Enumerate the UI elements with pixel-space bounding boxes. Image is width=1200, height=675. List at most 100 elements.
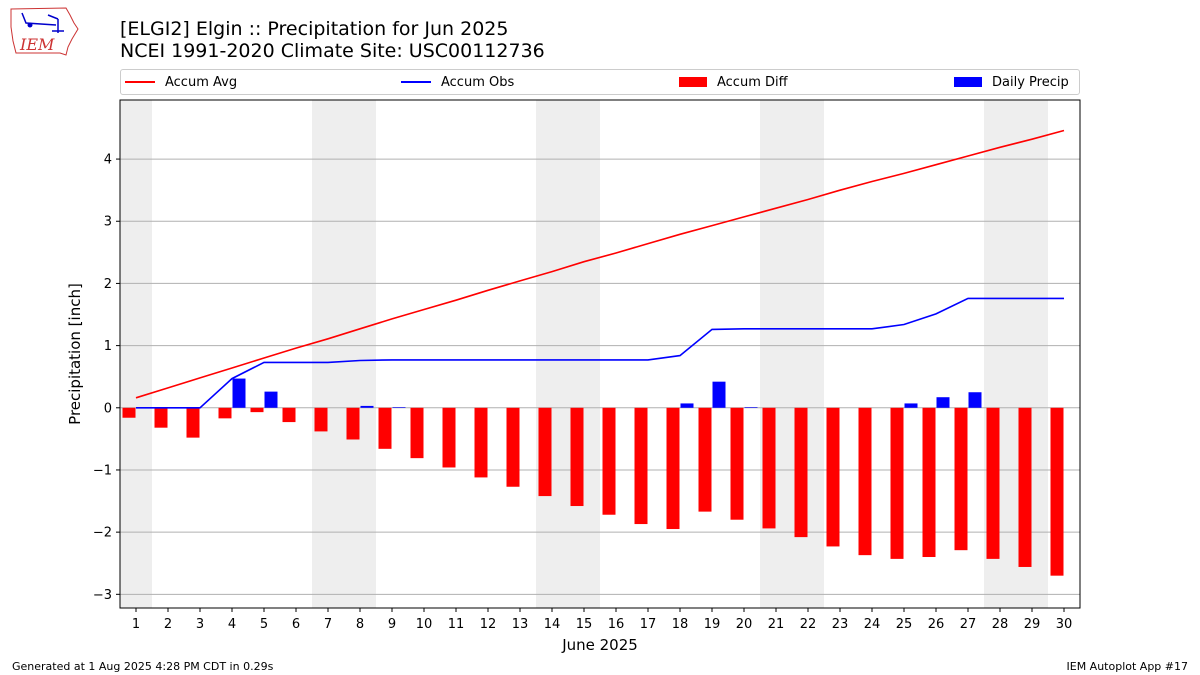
x-tick-label-1: 1 [132, 617, 140, 632]
accum-diff-bar-29 [1018, 407, 1032, 567]
accum-diff-bar-21 [762, 407, 776, 529]
daily-precip-bar-8 [360, 405, 374, 408]
legend-item-accum-avg: Accum Avg [125, 70, 237, 94]
daily-precip-bar-5 [264, 391, 278, 408]
accum-diff-bar-14 [538, 407, 552, 497]
accum-diff-bar-15 [570, 407, 584, 507]
x-tick-label-12: 12 [480, 617, 497, 632]
x-tick-label-11: 11 [448, 617, 465, 632]
x-tick-label-7: 7 [324, 617, 332, 632]
x-tick-label-24: 24 [864, 617, 881, 632]
accum-diff-bar-19 [698, 407, 712, 512]
y-tick-label-1: −2 [93, 526, 112, 541]
accum-diff-bar-20 [730, 407, 744, 520]
y-tick-label-6: 3 [104, 215, 112, 230]
x-tick-label-25: 25 [896, 617, 913, 632]
accum-diff-bar-24 [858, 407, 872, 556]
plot-frame [119, 99, 1081, 609]
x-tick-label-28: 28 [992, 617, 1009, 632]
iowa-outline [10, 7, 79, 56]
legend-item-accum-diff: Accum Diff [679, 70, 788, 94]
accum-diff-bar-1 [122, 407, 136, 418]
accum-diff-bar-25 [890, 407, 904, 559]
accum-diff-bar-9 [378, 407, 392, 449]
x-tick-label-20: 20 [736, 617, 753, 632]
legend-swatch-accum-diff [679, 77, 707, 87]
legend-swatch-daily-precip [954, 77, 982, 87]
weekend-band-2 [536, 100, 600, 608]
y-tick-label-5: 2 [104, 277, 112, 292]
legend-swatch-accum-avg [125, 81, 155, 83]
accum-diff-bar-11 [442, 407, 456, 468]
legend-label-accum-avg: Accum Avg [165, 74, 238, 90]
x-tick-label-8: 8 [356, 617, 364, 632]
x-tick-label-17: 17 [640, 617, 657, 632]
legend-item-daily-precip: Daily Precip [954, 70, 1069, 94]
accum-diff-bar-2 [154, 407, 168, 428]
x-tick-label-3: 3 [196, 617, 204, 632]
autoplot-app-label: IEM Autoplot App #17 [1066, 660, 1189, 673]
x-tick-label-23: 23 [832, 617, 849, 632]
y-tick-label-0: −3 [93, 588, 112, 603]
daily-precip-bar-26 [936, 397, 950, 408]
y-axis-label: Precipitation [inch] [66, 283, 84, 425]
logo-text: IEM [19, 35, 55, 54]
accum-diff-bar-22 [794, 407, 808, 538]
daily-precip-bar-20 [744, 407, 758, 408]
legend-label-daily-precip: Daily Precip [992, 74, 1069, 90]
x-tick-label-19: 19 [704, 617, 721, 632]
accum-diff-bar-4 [218, 407, 232, 419]
daily-precip-bar-18 [680, 403, 694, 408]
x-tick-label-9: 9 [388, 617, 396, 632]
x-tick-label-29: 29 [1024, 617, 1041, 632]
x-tick-label-16: 16 [608, 617, 625, 632]
y-tick-label-7: 4 [104, 153, 112, 168]
accum-diff-bar-12 [474, 407, 488, 478]
daily-precip-bar-25 [904, 403, 918, 408]
legend-swatch-accum-obs [401, 81, 431, 83]
x-tick-label-13: 13 [512, 617, 529, 632]
accum-diff-bar-26 [922, 407, 936, 558]
legend-label-accum-diff: Accum Diff [717, 74, 788, 90]
x-tick-label-27: 27 [960, 617, 977, 632]
weekend-band-0 [120, 100, 152, 608]
weather-station-icon [21, 12, 64, 33]
accum-diff-bar-18 [666, 407, 680, 530]
accum-diff-bar-17 [634, 407, 648, 525]
accum-diff-bar-13 [506, 407, 520, 487]
x-tick-label-5: 5 [260, 617, 268, 632]
x-tick-label-6: 6 [292, 617, 300, 632]
daily-precip-bar-19 [712, 381, 726, 408]
daily-precip-bar-4 [232, 378, 246, 408]
generated-timestamp: Generated at 1 Aug 2025 4:28 PM CDT in 0… [12, 660, 274, 673]
x-tick-label-15: 15 [576, 617, 593, 632]
x-tick-label-21: 21 [768, 617, 785, 632]
x-tick-label-30: 30 [1056, 617, 1073, 632]
y-tick-label-3: 0 [104, 401, 112, 416]
daily-precip-bar-27 [968, 392, 982, 408]
accum-diff-bar-5 [250, 407, 264, 413]
daily-precip-bar-9 [392, 407, 406, 408]
x-tick-label-26: 26 [928, 617, 945, 632]
accum-diff-bar-3 [186, 407, 200, 438]
x-tick-label-4: 4 [228, 617, 236, 632]
y-tick-label-2: −1 [93, 463, 112, 478]
accum-diff-bar-10 [410, 407, 424, 459]
weekend-band-1 [312, 100, 376, 608]
x-tick-label-10: 10 [416, 617, 433, 632]
legend-label-accum-obs: Accum Obs [441, 74, 515, 90]
y-tick-label-4: 1 [104, 339, 112, 354]
x-tick-label-14: 14 [544, 617, 561, 632]
accum-diff-bar-8 [346, 407, 360, 440]
accum-diff-bar-28 [986, 407, 1000, 559]
x-axis-label: June 2025 [561, 636, 638, 654]
x-tick-label-22: 22 [800, 617, 817, 632]
iem-logo: IEM [10, 7, 79, 56]
accum-diff-bar-7 [314, 407, 328, 432]
legend-item-accum-obs: Accum Obs [401, 70, 514, 94]
accum-diff-bar-16 [602, 407, 616, 515]
accum-diff-bar-23 [826, 407, 840, 547]
accum-diff-bar-30 [1050, 407, 1064, 576]
chart-title: [ELGI2] Elgin :: Precipitation for Jun 2… [120, 18, 509, 40]
